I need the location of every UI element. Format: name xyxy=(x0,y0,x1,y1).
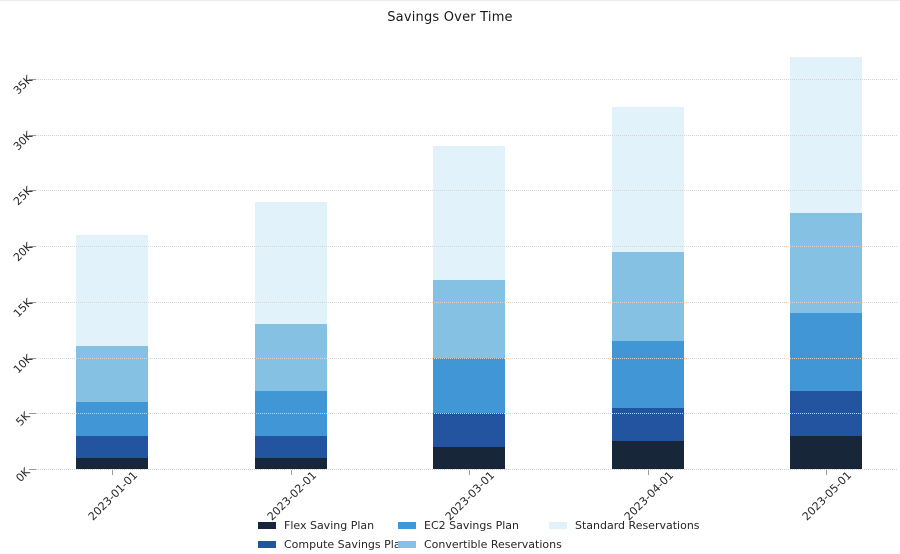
y-axis-tick xyxy=(29,469,36,470)
x-axis-tick-label-text: 2023-01-01 xyxy=(85,468,141,524)
bar-segment-flex-saving-plan xyxy=(611,441,684,469)
bar-segment-standard-reservations xyxy=(433,145,505,280)
gridline-5k xyxy=(35,413,897,415)
bar-segment-ec2-savings-plan xyxy=(790,313,862,391)
gridline-30k xyxy=(35,134,897,136)
y-axis-tick xyxy=(29,246,36,248)
bar-segment-ec2-savings-plan xyxy=(611,340,684,408)
bar-segment-compute-savings-plan xyxy=(611,407,684,442)
bar-segment-flex-saving-plan xyxy=(254,457,327,469)
bar-segment-convertible-reservations xyxy=(433,279,505,358)
bar-segment-convertible-reservations xyxy=(790,212,862,313)
legend-label: Flex Saving Plan xyxy=(284,519,375,532)
bar-segment-compute-savings-plan xyxy=(433,413,505,447)
bar-segment-convertible-reservations xyxy=(611,251,684,341)
legend-swatch-standard-reservations xyxy=(549,522,567,529)
bar-segment-standard-reservations xyxy=(611,106,684,252)
x-axis-tick xyxy=(290,470,292,475)
x-axis-tick xyxy=(469,470,470,475)
y-axis-tick-label-text: 10K xyxy=(10,351,36,376)
legend-item-flex-saving-plan: Flex Saving Plan xyxy=(258,516,398,535)
y-axis-tick xyxy=(29,190,36,192)
legend-item-ec2-savings-plan: EC2 Savings Plan xyxy=(398,516,549,535)
bar-segment-compute-savings-plan xyxy=(254,435,327,458)
bar-segment-ec2-savings-plan xyxy=(433,357,505,414)
legend-label: Compute Savings Plan xyxy=(284,538,408,551)
legend-swatch-flex-saving-plan xyxy=(258,522,276,529)
y-axis-tick-label-text: 30K xyxy=(10,128,36,153)
legend-item-convertible-reservations: Convertible Reservations xyxy=(398,535,562,554)
x-axis-tick-label-text: 2023-05-01 xyxy=(799,468,855,524)
y-axis-tick xyxy=(29,79,36,80)
bar-segment-standard-reservations xyxy=(254,201,327,325)
legend-item-standard-reservations: Standard Reservations xyxy=(549,516,700,535)
y-axis-tick-label-text: 35K xyxy=(10,72,36,98)
bar-segment-flex-saving-plan xyxy=(790,435,862,469)
legend-label: Standard Reservations xyxy=(575,519,700,532)
gridline-35k xyxy=(35,79,897,80)
bar-segment-flex-saving-plan xyxy=(76,457,148,469)
y-axis-tick xyxy=(29,134,36,136)
y-axis-tick xyxy=(29,301,36,303)
gridline-10k xyxy=(35,357,897,359)
legend-item-compute-savings-plan: Compute Savings Plan xyxy=(258,535,408,554)
legend-swatch-convertible-reservations xyxy=(398,541,416,548)
gridline-20k xyxy=(35,246,897,248)
y-axis-tick-label-text: 20K xyxy=(10,240,36,265)
x-axis-tick xyxy=(112,470,113,475)
chart-title: Savings Over Time xyxy=(387,10,513,25)
y-axis-tick xyxy=(29,413,36,415)
legend-label: Convertible Reservations xyxy=(424,538,562,551)
legend-swatch-ec2-savings-plan xyxy=(398,522,416,529)
bar-segment-convertible-reservations xyxy=(76,346,148,403)
x-axis-tick xyxy=(826,470,827,475)
y-axis-tick xyxy=(29,357,36,359)
gridline-0k xyxy=(35,469,897,470)
gridline-15k xyxy=(35,301,897,303)
x-axis-tick xyxy=(647,470,649,475)
bar-segment-ec2-savings-plan xyxy=(76,402,148,436)
bar-segment-flex-saving-plan xyxy=(433,446,505,469)
legend-label: EC2 Savings Plan xyxy=(424,519,519,532)
bar-segment-compute-savings-plan xyxy=(76,435,148,458)
chart-legend: Flex Saving Plan Compute Savings Plan EC2 … xyxy=(258,516,700,554)
gridline-25k xyxy=(35,190,897,192)
y-axis-tick-label-text: 25K xyxy=(10,184,36,209)
bar-segment-standard-reservations xyxy=(76,235,148,347)
y-axis-tick-label-text: 15K xyxy=(10,295,36,320)
legend-swatch-compute-savings-plan xyxy=(258,541,276,548)
